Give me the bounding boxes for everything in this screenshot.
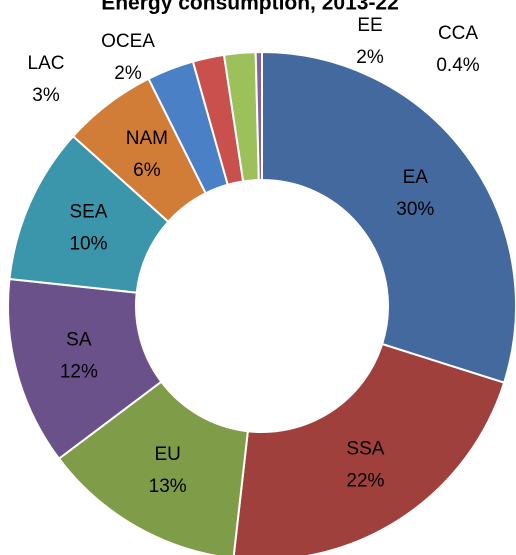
chart-title: Energy consumption, 2013-22 [101,0,399,15]
slice-label: SEA [69,202,107,223]
slice-label: CCA [438,23,478,44]
slice-label: LAC [28,53,65,74]
donut-slice [57,380,249,555]
slice-value-label: 0.4% [436,55,479,76]
slice-label: EU [154,444,180,465]
slice-value-label: 22% [346,470,384,491]
slice-label: SA [66,330,92,351]
slice-value-label: 12% [60,362,98,383]
slice-value-label: 13% [149,476,187,497]
slice-value-label: 10% [69,234,107,255]
slice-value-label: 30% [396,199,434,220]
donut-slice [254,50,263,182]
slice-label: SSA [346,438,384,459]
slice-value-label: 2% [356,47,384,68]
donut-slice [261,50,516,384]
slice-value-label: 6% [133,160,161,181]
slice-value-label: 2% [114,63,142,84]
slice-value-label: 3% [32,85,60,106]
slice-label: EA [403,167,429,188]
slice-label: NAM [126,128,168,149]
slice-label: EE [357,15,382,36]
slice-label: OCEA [101,31,155,52]
donut-slice [232,342,506,555]
